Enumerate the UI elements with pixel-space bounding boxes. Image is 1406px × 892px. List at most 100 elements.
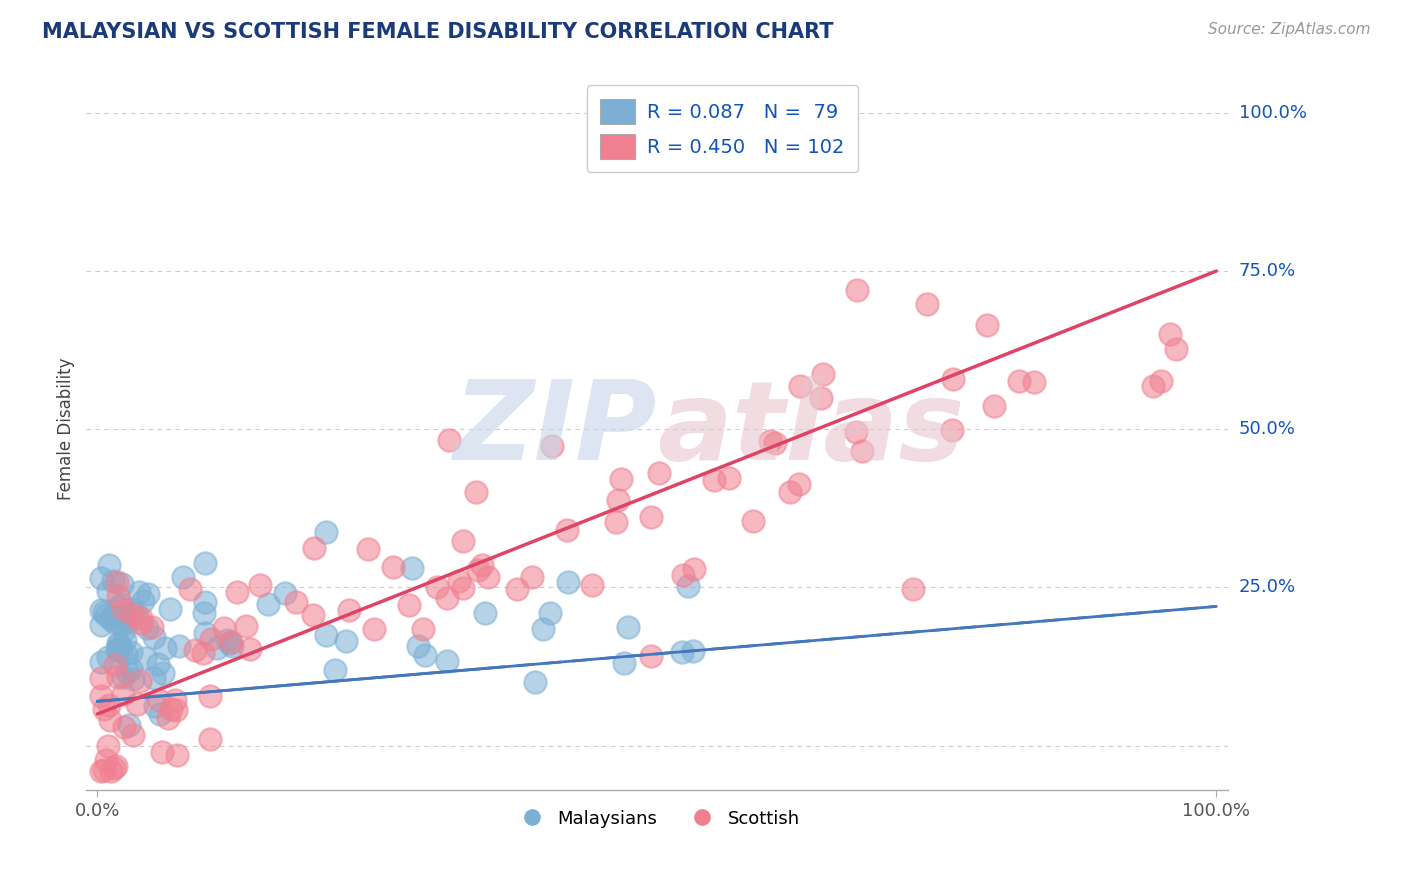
Point [249, 578, 271, 592]
Point [200, 690, 222, 704]
Point [179, 582, 201, 597]
Point [557, 574, 579, 589]
Point [131, 593, 153, 607]
Point [274, 586, 297, 600]
Point [100, 612, 122, 626]
Point [111, 577, 134, 591]
Point [901, 582, 924, 596]
Point [103, 615, 125, 629]
Point [101, 574, 124, 589]
Point [671, 645, 693, 659]
Point [302, 541, 325, 555]
Point [110, 644, 132, 658]
Point [165, 703, 187, 717]
Point [90, 571, 112, 585]
Point [811, 368, 834, 382]
Point [555, 523, 578, 537]
Point [194, 556, 217, 570]
Point [128, 673, 150, 688]
Point [107, 600, 129, 615]
Point [219, 635, 242, 649]
Point [148, 693, 170, 707]
Point [239, 641, 262, 656]
Point [93, 701, 115, 715]
Point [779, 484, 801, 499]
Point [335, 634, 357, 648]
Point [97, 739, 120, 753]
Point [90, 603, 112, 617]
Point [605, 515, 627, 529]
Point [401, 561, 423, 575]
Point [323, 663, 346, 677]
Point [124, 607, 146, 621]
Point [1159, 327, 1181, 342]
Point [98, 713, 121, 727]
Point [141, 619, 163, 633]
Point [194, 626, 217, 640]
Point [451, 533, 474, 548]
Point [983, 399, 1005, 413]
Point [90, 655, 112, 669]
Point [101, 611, 124, 625]
Point [90, 671, 112, 685]
Point [221, 640, 243, 654]
Point [157, 711, 180, 725]
Text: 50.0%: 50.0% [1239, 420, 1295, 438]
Point [172, 569, 194, 583]
Point [143, 698, 166, 713]
Point [114, 623, 136, 637]
Point [617, 620, 640, 634]
Point [219, 635, 242, 649]
Point [97, 584, 120, 599]
Point [1022, 375, 1045, 389]
Point [127, 698, 149, 712]
Point [671, 568, 693, 582]
Point [97, 698, 120, 712]
Point [112, 670, 135, 684]
Point [257, 597, 280, 611]
Point [718, 471, 741, 485]
Point [107, 589, 129, 603]
Point [1142, 378, 1164, 392]
Text: Source: ZipAtlas.com: Source: ZipAtlas.com [1208, 22, 1371, 37]
Point [122, 728, 145, 742]
Point [107, 642, 129, 657]
Point [194, 594, 217, 608]
Point [163, 692, 186, 706]
Point [581, 578, 603, 592]
Point [152, 665, 174, 680]
Point [942, 371, 965, 385]
Point [143, 671, 166, 685]
Point [284, 595, 307, 609]
Point [437, 434, 460, 448]
Point [159, 702, 181, 716]
Point [1164, 342, 1187, 356]
Point [640, 510, 662, 524]
Point [111, 616, 134, 631]
Point [741, 515, 763, 529]
Point [93, 605, 115, 619]
Point [789, 379, 811, 393]
Point [451, 581, 474, 595]
Point [426, 580, 449, 594]
Point [111, 602, 134, 616]
Point [138, 587, 160, 601]
Point [917, 297, 939, 311]
Point [447, 574, 470, 588]
Point [845, 425, 868, 439]
Point [114, 633, 136, 648]
Point [90, 617, 112, 632]
Point [107, 636, 129, 650]
Point [200, 632, 222, 647]
Point [117, 615, 139, 630]
Point [758, 434, 780, 449]
Point [112, 720, 135, 734]
Point [193, 646, 215, 660]
Point [136, 622, 159, 636]
Point [810, 392, 832, 406]
Point [143, 630, 166, 644]
Point [149, 706, 172, 721]
Point [198, 731, 221, 746]
Point [676, 579, 699, 593]
Point [110, 598, 132, 612]
